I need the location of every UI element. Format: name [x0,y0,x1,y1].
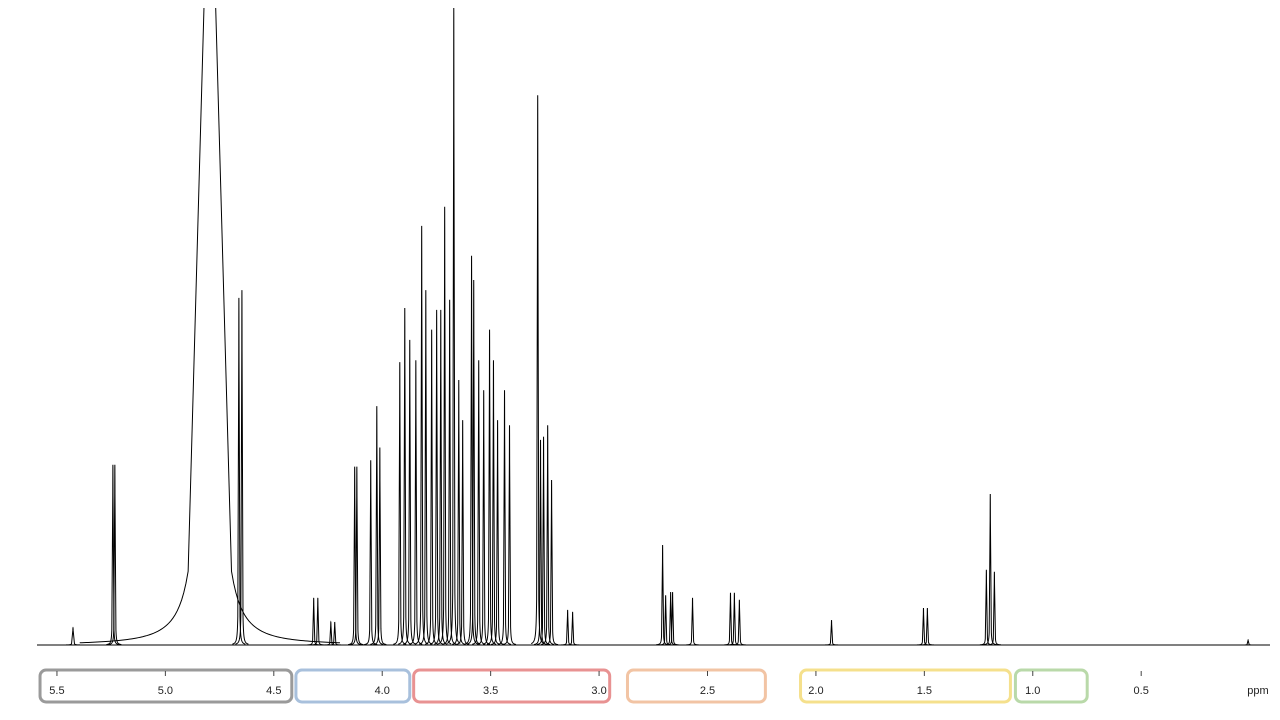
peak [393,362,407,645]
peak [456,420,470,645]
x-tick-label: 4.0 [375,685,390,697]
peak [348,466,362,646]
x-tick-label: 1.0 [1025,685,1040,697]
peak [415,225,429,645]
peak [502,425,517,645]
peak [1241,639,1255,646]
peak [916,607,931,646]
peak [328,621,342,646]
peak [79,8,340,644]
peak [983,494,997,646]
region-box [38,668,294,704]
peak [686,597,700,646]
peak [825,620,839,646]
peak [987,571,1001,646]
peak [472,360,486,645]
peak [533,439,548,645]
x-tick-label: 1.5 [917,685,932,697]
peak [430,309,444,645]
peak [541,425,555,645]
peak [464,255,479,645]
peak [403,339,417,645]
peak [373,447,387,646]
peak [64,626,82,646]
peak [443,299,457,645]
peak [497,390,512,645]
x-tick-label: 2.0 [808,685,823,697]
peak [311,597,325,646]
region-box [625,668,767,704]
region-box [1013,668,1089,704]
peak [490,420,505,645]
peak [398,308,412,645]
peak [447,8,461,644]
peak [108,464,122,646]
peak [324,620,338,646]
x-tick-label: 3.0 [591,685,606,697]
peak [666,592,680,646]
peak [467,279,481,645]
peak [307,597,321,646]
plot-area [37,8,1270,646]
peak [727,592,741,646]
peak [920,607,934,646]
peak [530,95,545,645]
region-box [294,668,412,704]
peak [561,609,575,646]
x-tick-label: 3.5 [483,685,498,697]
peak [566,611,580,646]
region-box [412,668,612,704]
peak [452,379,466,645]
peak [350,466,364,646]
region-box [799,668,1012,704]
peak [106,464,120,646]
peak [544,479,559,646]
peak [732,599,746,646]
peak [235,290,249,645]
peak [656,544,670,646]
peak [232,297,246,645]
x-tick-label: 4.5 [266,685,281,697]
x-axis-label: ppm [1247,685,1268,697]
x-tick-label: 2.5 [700,685,715,697]
x-tick-label: 5.0 [158,685,173,697]
x-tick-label: 0.5 [1134,685,1149,697]
peak [419,290,433,645]
peak [370,406,384,645]
peak [486,360,501,645]
x-tick-label: 5.5 [49,685,64,697]
